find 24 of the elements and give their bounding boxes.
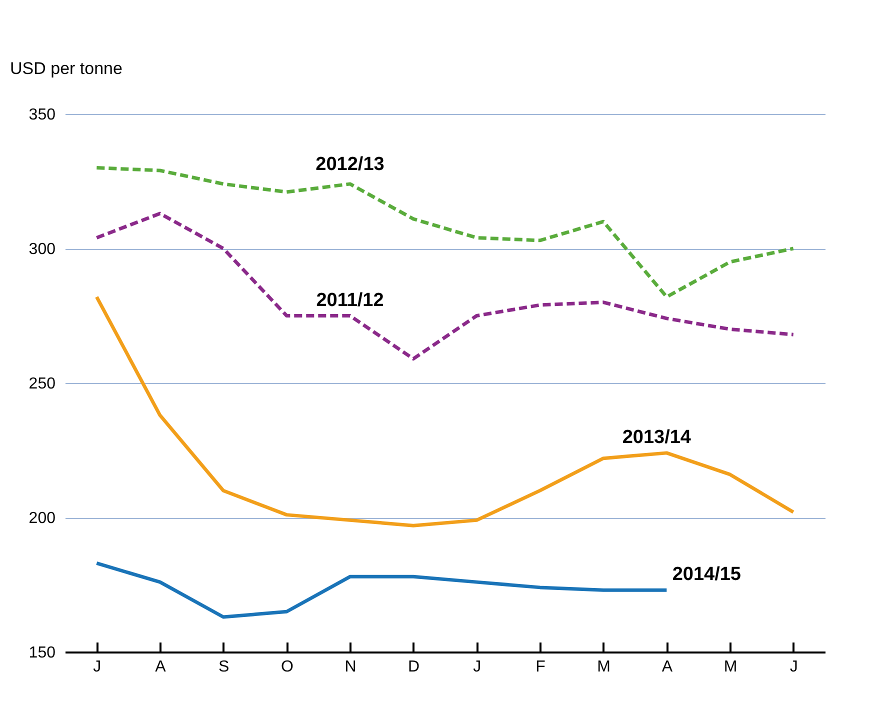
line-series — [94, 212, 796, 361]
y-tick-label: 200 — [28, 510, 56, 527]
x-tick-label: N — [344, 658, 356, 676]
y-tick-label: 300 — [28, 241, 56, 258]
y-tick-label: 150 — [28, 644, 56, 662]
series-label: 2012/13 — [316, 154, 384, 175]
x-tick-label: O — [280, 658, 294, 676]
x-tick-label: J — [93, 658, 102, 676]
line-series — [94, 561, 668, 619]
y-axis-title: USD per tonne — [10, 59, 122, 78]
x-tick-label: S — [218, 658, 230, 676]
x-tick-label: J — [473, 658, 482, 676]
x-tick-label: A — [662, 658, 673, 676]
x-tick-label: A — [155, 658, 166, 676]
x-tick-label: J — [790, 658, 798, 676]
series-label: 2014/15 — [672, 564, 742, 586]
x-tick-label: M — [724, 658, 738, 676]
y-tick-label: 350 — [28, 106, 56, 124]
x-tick-label: F — [536, 658, 546, 676]
y-tick-label: 250 — [28, 376, 56, 392]
series-label: 2013/14 — [622, 426, 692, 448]
x-tick-label: M — [597, 658, 610, 676]
x-tick-label: D — [408, 658, 420, 676]
series-label: 2011/12 — [316, 290, 384, 311]
